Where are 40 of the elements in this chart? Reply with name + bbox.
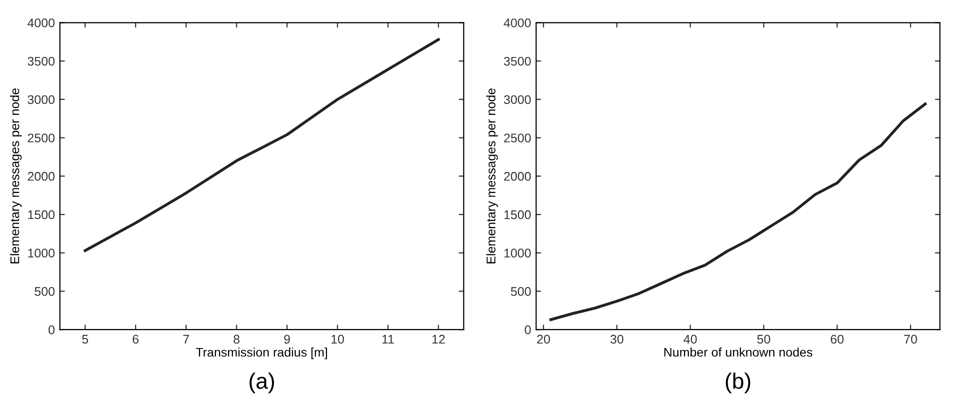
x-tick-label: 20 — [537, 334, 550, 344]
y-tick-label: 2000 — [28, 172, 55, 181]
x-tick-label: 60 — [830, 334, 844, 344]
y-tick-label: 3000 — [504, 95, 531, 104]
y-tick-label: 3000 — [28, 95, 55, 104]
x-tick-label: 12 — [432, 334, 445, 344]
x-tick-label: 9 — [284, 334, 290, 344]
x-tick-label: 8 — [234, 334, 240, 344]
y-tick-label: 500 — [510, 287, 531, 296]
x-axis-title: Transmission radius [m] — [196, 348, 327, 360]
y-tick-label: 3500 — [504, 56, 531, 66]
line-series — [549, 102, 927, 322]
x-tick-label: 40 — [684, 334, 697, 344]
x-tick-label: 11 — [382, 334, 394, 344]
y-tick-label: 4000 — [504, 18, 531, 28]
x-tick-label: 6 — [132, 334, 139, 344]
y-tick-label: 2000 — [504, 172, 531, 181]
y-tick-label: 1000 — [28, 248, 55, 258]
y-tick-label: 0 — [48, 325, 55, 334]
text: (b) — [726, 372, 750, 394]
y-tick-label: 3500 — [28, 56, 55, 66]
x-tick-label: 30 — [610, 334, 624, 344]
y-tick-label: 4000 — [28, 18, 55, 28]
y-tick-label: 1500 — [28, 210, 55, 220]
x-tick-label: 7 — [183, 334, 189, 344]
x-tick-label: 50 — [757, 334, 770, 344]
text: (a) — [250, 372, 274, 394]
y-tick-label: 2500 — [504, 134, 531, 142]
y-axis-title: Elementary messages per node — [10, 88, 22, 264]
y-tick-label: 2500 — [28, 134, 55, 142]
x-tick-label: 70 — [904, 334, 918, 344]
y-tick-label: 1000 — [504, 248, 531, 258]
y-axis-title: Elementary messages per node — [486, 88, 498, 264]
x-tick-label: 5 — [82, 334, 88, 344]
x-tick-label: 10 — [332, 334, 344, 344]
x-axis-title: Number of unknown nodes — [664, 348, 812, 357]
y-tick-label: 0 — [524, 325, 531, 334]
y-tick-label: 500 — [34, 287, 55, 296]
line-series — [84, 38, 440, 252]
y-tick-label: 1500 — [504, 210, 531, 220]
